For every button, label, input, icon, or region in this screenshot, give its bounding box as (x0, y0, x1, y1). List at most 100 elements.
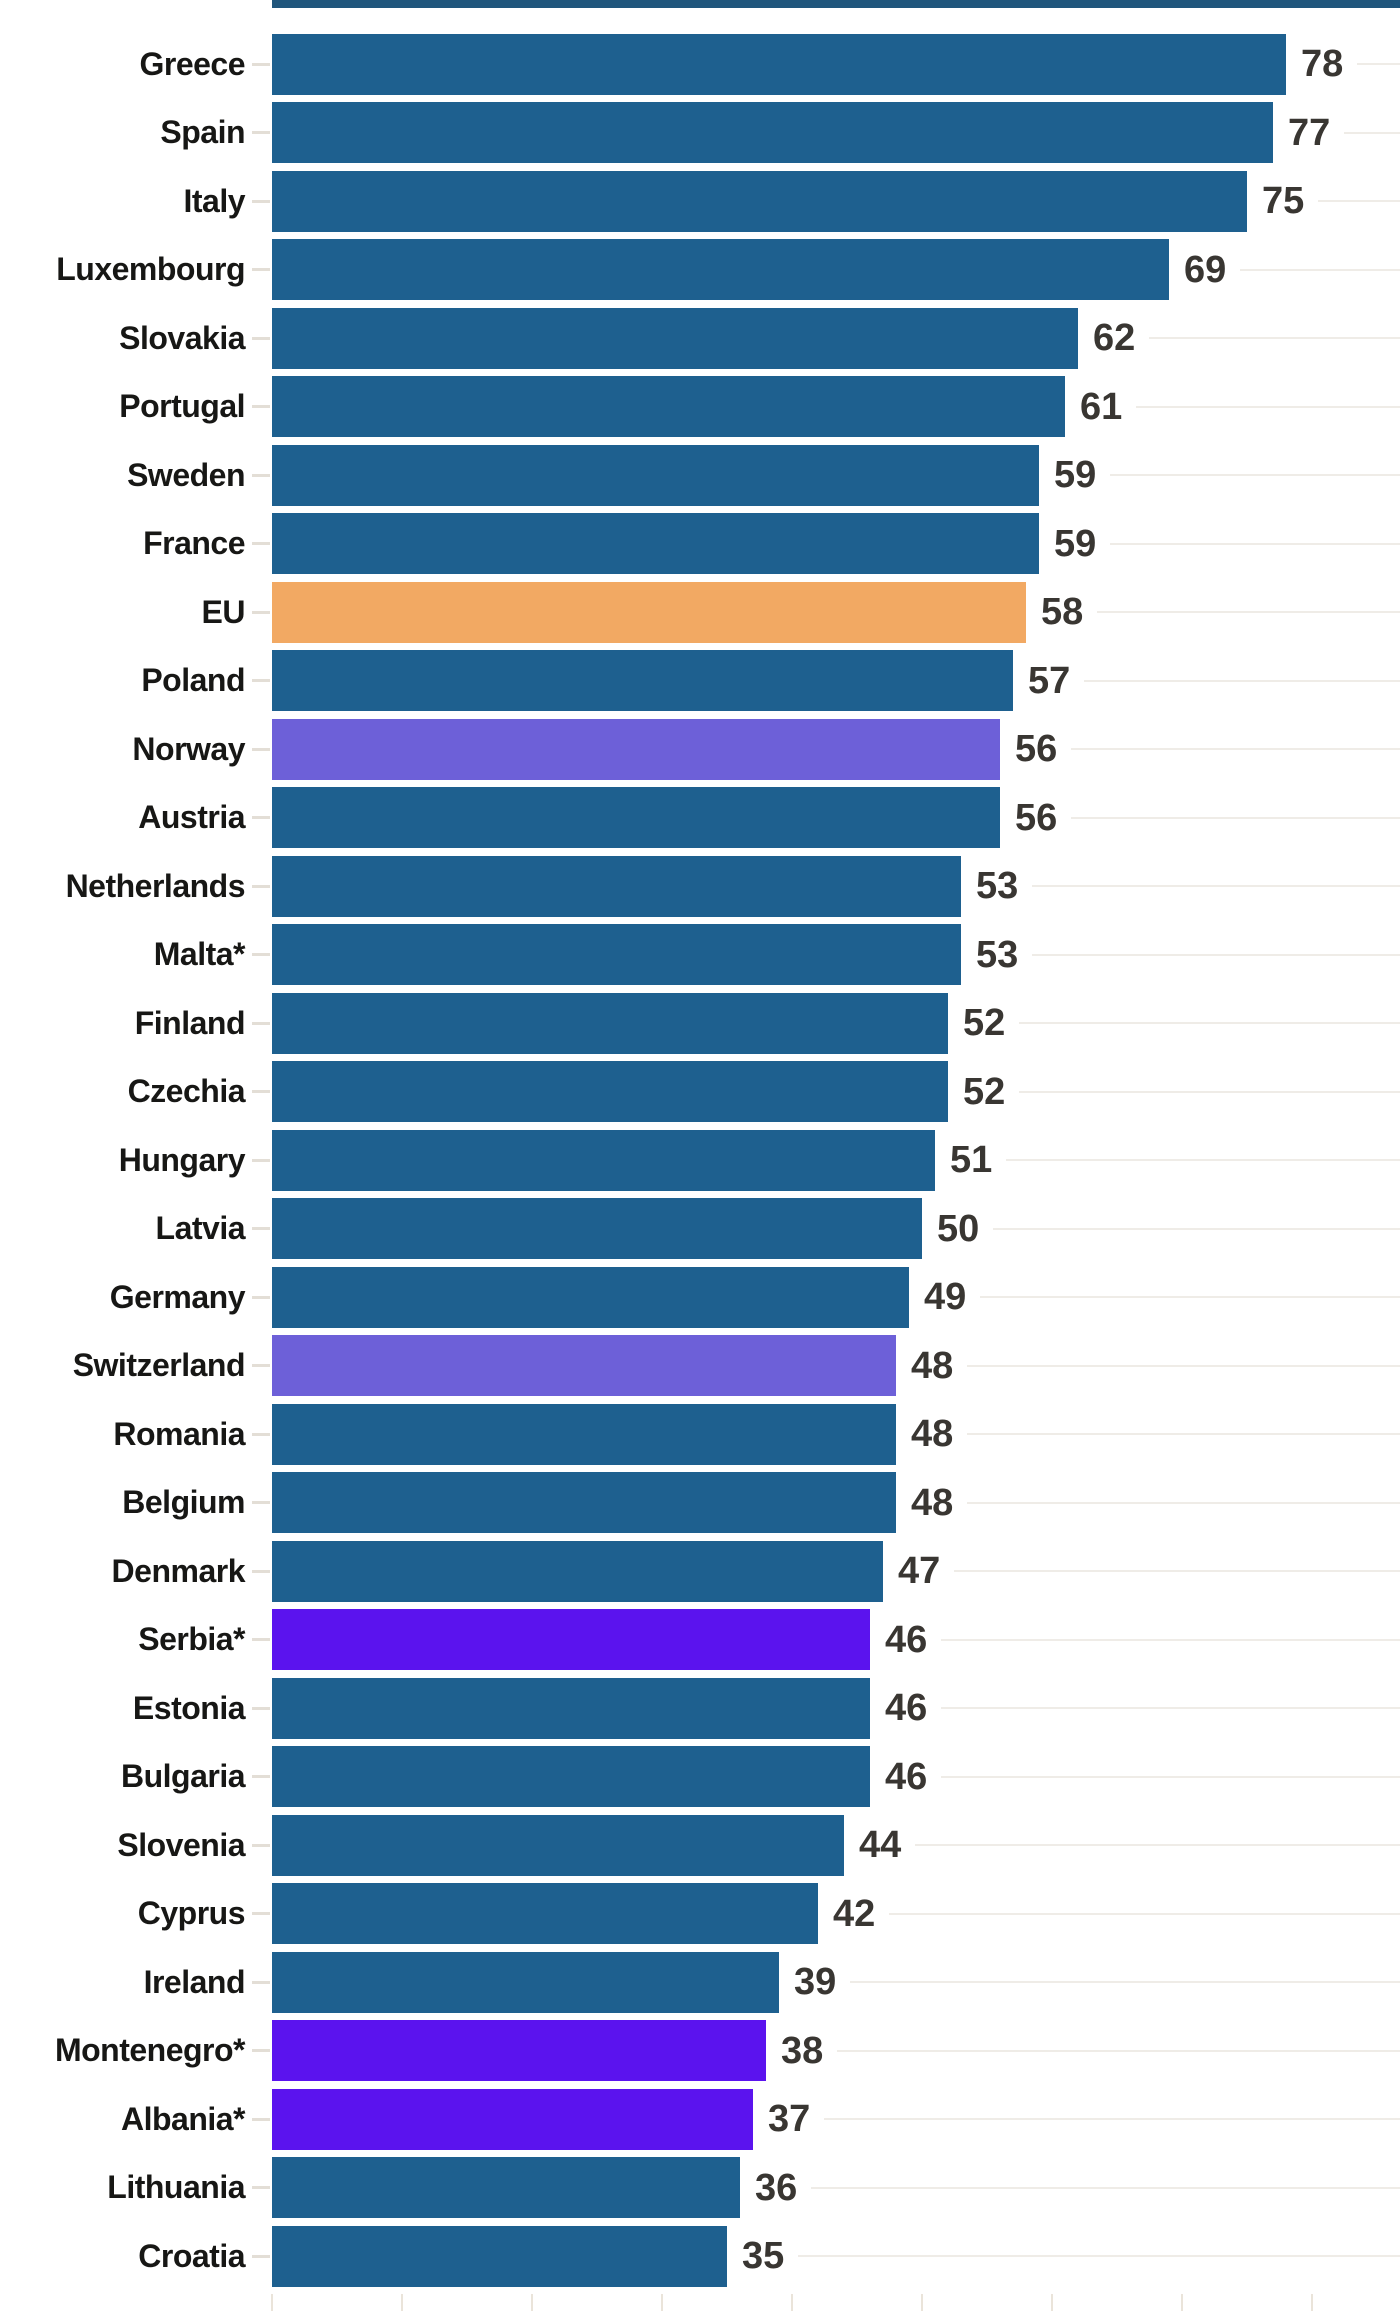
label-leader-dash (252, 473, 270, 477)
bar-row: Switzerland 48 (0, 1332, 1400, 1401)
bar[interactable] (272, 1129, 935, 1191)
bar[interactable] (272, 855, 961, 917)
bar[interactable] (272, 1814, 844, 1876)
label-leader-dash (252, 1775, 270, 1779)
bar[interactable] (272, 1746, 870, 1808)
bar[interactable] (272, 513, 1039, 575)
bar[interactable] (272, 1335, 896, 1397)
bar[interactable] (272, 924, 961, 986)
category-label-cell: Germany (0, 1279, 272, 1316)
category-label-cell: Malta* (0, 936, 272, 973)
category-label-cell: Greece (0, 46, 272, 83)
bar[interactable] (272, 718, 1000, 780)
row-gridline (1084, 679, 1400, 682)
bar-row: Austria 56 (0, 784, 1400, 853)
value-label: 47 (898, 1550, 941, 1593)
category-label-cell: Austria (0, 799, 272, 836)
bar[interactable] (272, 650, 1013, 712)
category-label-cell: Slovakia (0, 320, 272, 357)
row-gridline (889, 1912, 1400, 1915)
bar[interactable] (272, 239, 1169, 301)
row-gridline (941, 1775, 1400, 1778)
bar[interactable] (272, 1540, 883, 1602)
bar-row: Denmark 47 (0, 1537, 1400, 1606)
bar-row: Germany 49 (0, 1263, 1400, 1332)
category-label: Malta* (153, 936, 246, 973)
bar[interactable] (272, 1883, 818, 1945)
bar[interactable] (272, 376, 1065, 438)
bar-row: Hungary 51 (0, 1126, 1400, 1195)
bar[interactable] (272, 2020, 766, 2082)
category-label: Belgium (122, 1484, 245, 1521)
row-gridline (1071, 748, 1400, 751)
value-label: 49 (924, 1276, 967, 1319)
value-label: 52 (963, 1070, 1006, 1113)
bar[interactable] (272, 170, 1247, 232)
category-label-cell: Norway (0, 731, 272, 768)
value-label: 46 (885, 1755, 928, 1798)
bar[interactable] (272, 1061, 948, 1123)
label-leader-dash (252, 747, 270, 751)
bar-row: Albania* 37 (0, 2085, 1400, 2154)
bar[interactable] (272, 992, 948, 1054)
row-gridline (1110, 542, 1400, 545)
bar[interactable] (272, 33, 1286, 95)
category-label-cell: Estonia (0, 1690, 272, 1727)
cropped-bar-above (272, 0, 1400, 8)
value-label: 69 (1184, 248, 1227, 291)
row-gridline (1019, 1090, 1400, 1093)
value-label: 53 (976, 933, 1019, 976)
bar-row: Poland 57 (0, 647, 1400, 716)
label-leader-dash (252, 1227, 270, 1231)
category-label-cell: Albania* (0, 2101, 272, 2138)
row-gridline (915, 1844, 1400, 1847)
value-label: 48 (911, 1413, 954, 1456)
bar[interactable] (272, 102, 1273, 164)
label-leader-dash (252, 2049, 270, 2053)
category-label-cell: Bulgaria (0, 1758, 272, 1795)
bar-row: France 59 (0, 510, 1400, 579)
row-gridline (824, 2118, 1400, 2121)
bar[interactable] (272, 1951, 779, 2013)
value-label: 51 (950, 1139, 993, 1182)
category-label: Hungary (118, 1141, 246, 1178)
category-label-cell: Sweden (0, 457, 272, 494)
bar[interactable] (272, 1677, 870, 1739)
bar[interactable] (272, 1472, 896, 1534)
bar[interactable] (272, 581, 1026, 643)
label-leader-dash (252, 405, 270, 409)
bar[interactable] (272, 1198, 922, 1260)
bar[interactable] (272, 307, 1078, 369)
category-label-cell: Latvia (0, 1210, 272, 1247)
x-axis-tick (1181, 2294, 1183, 2311)
category-label: Montenegro* (54, 2032, 246, 2069)
bar[interactable] (272, 1266, 909, 1328)
bar[interactable] (272, 1403, 896, 1465)
bar[interactable] (272, 2088, 753, 2150)
label-leader-dash (252, 1501, 270, 1505)
label-leader-dash (252, 268, 270, 272)
category-label-cell: Spain (0, 114, 272, 151)
x-axis-tick (791, 2294, 793, 2311)
label-leader-dash (252, 1980, 270, 1984)
value-label: 48 (911, 1344, 954, 1387)
bar-row: Czechia 52 (0, 1058, 1400, 1127)
category-label: Italy (183, 182, 245, 219)
row-gridline (967, 1364, 1400, 1367)
bar[interactable] (272, 1609, 870, 1671)
bar[interactable] (272, 2225, 727, 2287)
bar-row: Bulgaria 46 (0, 1743, 1400, 1812)
category-label: Bulgaria (120, 1758, 246, 1795)
category-label: Portugal (119, 388, 245, 425)
category-label: Serbia* (138, 1621, 245, 1658)
category-label: Netherlands (65, 867, 246, 904)
bar-row: Slovenia 44 (0, 1811, 1400, 1880)
bar-row: Portugal 61 (0, 373, 1400, 442)
label-leader-dash (252, 884, 270, 888)
row-gridline (1032, 953, 1400, 956)
bar[interactable] (272, 444, 1039, 506)
bar[interactable] (272, 787, 1000, 849)
label-leader-dash (252, 2117, 270, 2121)
bar[interactable] (272, 2157, 740, 2219)
